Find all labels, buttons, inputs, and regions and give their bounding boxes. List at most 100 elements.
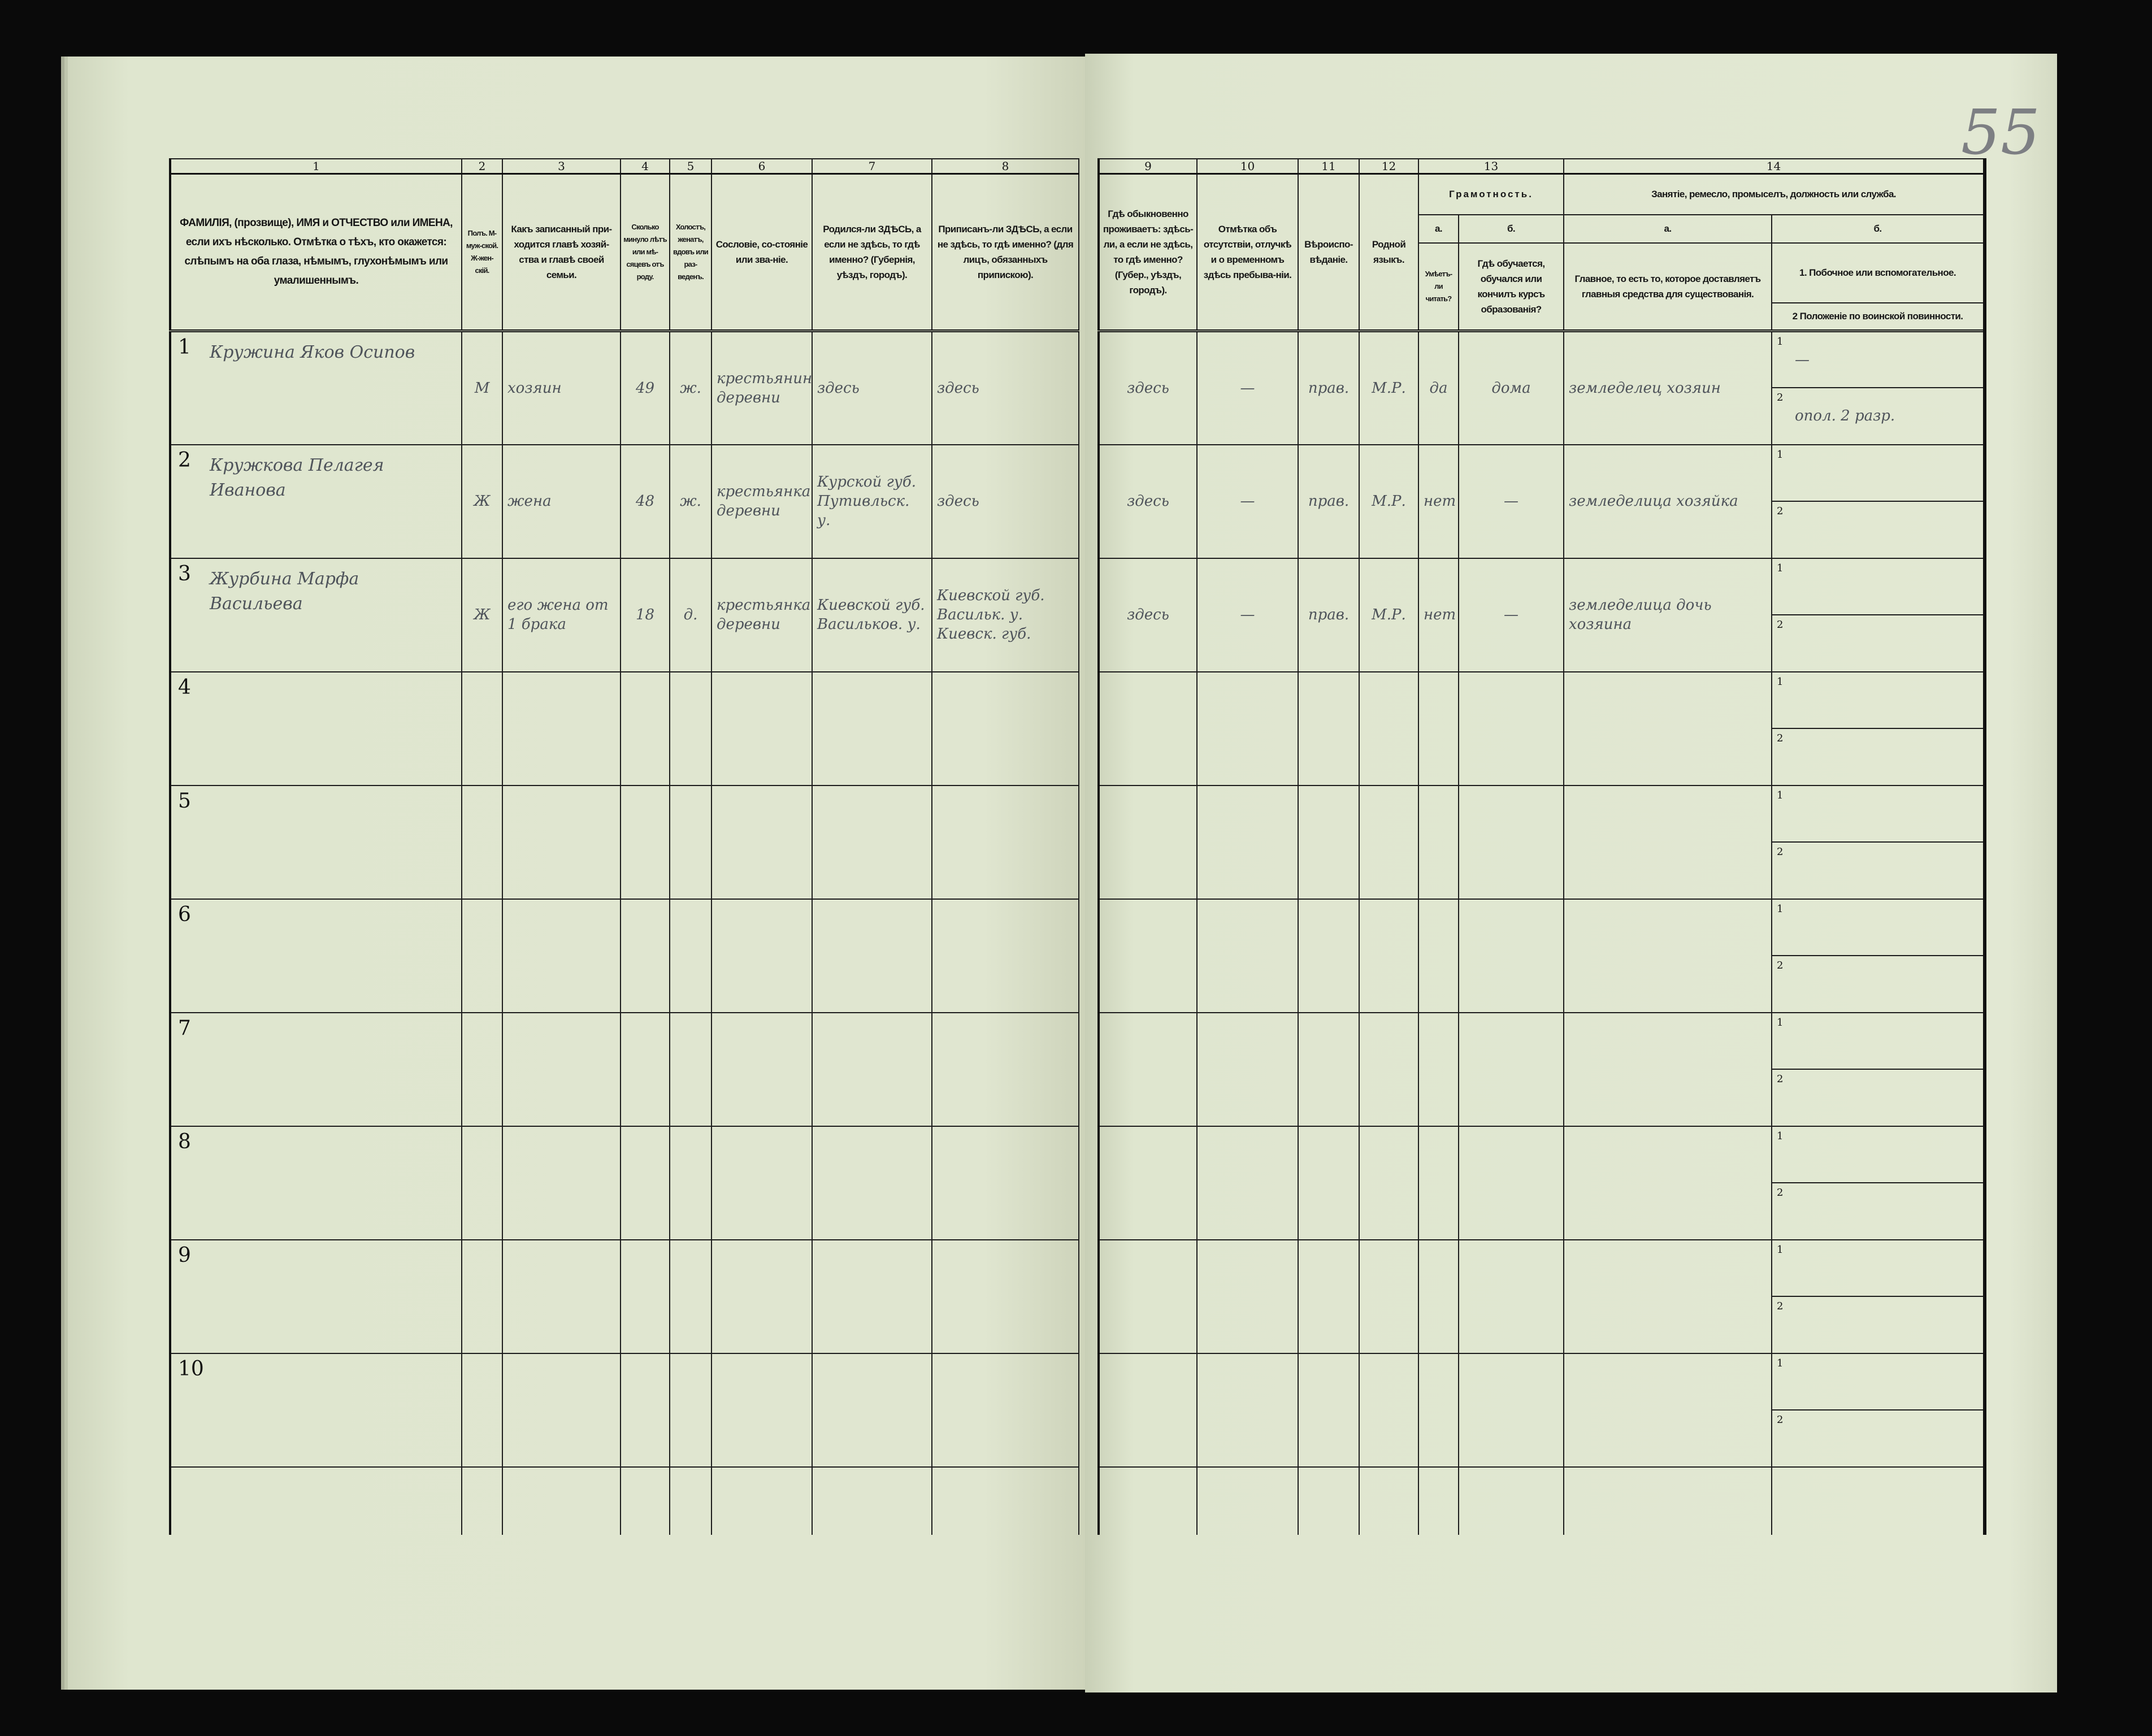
empty-cell <box>1298 1466 1360 1535</box>
sex-cell-value: М <box>474 379 490 397</box>
birthplace-cell: Курской губ. Путивльск. у. <box>812 444 932 559</box>
relation-cell: жена <box>502 444 621 559</box>
estate-cell <box>711 898 813 1013</box>
birthplace-cell-value: здесь <box>817 379 860 397</box>
header-military-status: 2 Положеніе по воинской повинности. <box>1771 302 1986 332</box>
marital-cell: д. <box>669 557 712 672</box>
sheet-number: 55 <box>1961 96 2040 168</box>
row-number: 5 <box>178 789 191 813</box>
header-literacy-b-label: б. <box>1457 214 1565 244</box>
estate-cell-value: крестьянин деревни <box>717 370 812 406</box>
column-number-row: 1 2 3 4 5 6 7 8 <box>170 158 1079 175</box>
sub-row-label: 2 <box>1777 1187 1784 1199</box>
row-number: 7 <box>178 1016 191 1040</box>
empty-cell <box>931 1466 1079 1535</box>
residence-cell <box>1098 1012 1198 1127</box>
can-read-cell <box>1418 1012 1459 1127</box>
person-row-sub: 2 <box>1099 614 1986 672</box>
column-number: 4 <box>620 158 670 175</box>
absence-cell <box>1196 1239 1299 1354</box>
birthplace-cell: Киевской губ. Васильков. у. <box>812 557 932 672</box>
side-occupation-cell: 1 <box>1771 671 1986 729</box>
relation-cell-value: хозяин <box>507 379 562 397</box>
estate-cell-value: крестьянка деревни <box>717 483 811 519</box>
main-occupation-cell-value: земледелица дочь хозяина <box>1569 597 1712 633</box>
column-number: 5 <box>669 158 712 175</box>
person-name: Кружина Яков Осипов <box>210 342 415 362</box>
person-row: здесь — прав. М.Р. нет — земледелица дочь хозя… <box>1098 557 1986 672</box>
main-occupation-cell-value: земледелец хозяин <box>1569 379 1721 397</box>
sub-row-label: 2 <box>1777 960 1784 971</box>
residence-cell <box>1098 1239 1198 1354</box>
age-cell <box>620 671 670 786</box>
side-occupation-cell: 1 <box>1771 1012 1986 1070</box>
person-row-sub: 2 <box>1099 1409 1986 1468</box>
header-occupation-a-label: а. <box>1563 214 1773 244</box>
marital-cell: ж. <box>669 330 712 445</box>
sub-row-label: 2 <box>1777 505 1784 517</box>
relation-cell <box>502 1125 621 1240</box>
main-occupation-cell: земледелец хозяин <box>1563 330 1773 445</box>
sex-cell: Ж <box>461 444 503 559</box>
language-cell <box>1359 1125 1419 1240</box>
person-row-sub: 2 <box>1099 1069 1986 1127</box>
birthplace-cell <box>812 1352 932 1468</box>
sub-row-label: 1 <box>1777 1357 1784 1369</box>
person-row: 1 <box>1098 671 1986 786</box>
side-occupation-cell: 1 <box>1771 557 1986 615</box>
empty-cell <box>1359 1466 1419 1535</box>
registration-cell-value: Киевской губ. Васильк. у. Киевск. губ. <box>937 587 1045 643</box>
side-occupation-cell: 1 <box>1771 784 1986 843</box>
header-relation: Какъ записанный при-ходится главѣ хозяй-… <box>502 173 621 332</box>
birthplace-cell-value: Курской губ. Путивльск. у. <box>817 474 916 529</box>
estate-cell: крестьянин деревни <box>711 330 813 445</box>
residence-cell: здесь <box>1098 330 1198 445</box>
person-row: 1 <box>1098 784 1986 900</box>
header-occupation-b-label: б. <box>1771 214 1986 244</box>
absence-cell <box>1196 784 1299 900</box>
table-tail <box>170 1466 1079 1535</box>
can-read-cell-value: да <box>1429 379 1448 397</box>
birthplace-cell-value: Киевской губ. Васильков. у. <box>817 597 925 633</box>
marital-cell <box>669 1012 712 1127</box>
absence-cell <box>1196 1012 1299 1127</box>
person-row: 8 <box>170 1125 1079 1240</box>
person-row-sub: 2 <box>1099 728 1986 786</box>
marital-cell-value: д. <box>683 606 698 623</box>
registration-cell: здесь <box>931 330 1079 445</box>
sub-row-label: 2 <box>1777 846 1784 858</box>
language-cell-value: М.Р. <box>1372 493 1406 510</box>
side-occupation-cell: 1— <box>1771 330 1986 388</box>
estate-cell <box>711 1352 813 1468</box>
header-religion: Вѣроиспо-вѣданіе. <box>1298 173 1360 332</box>
sub-row-label: 1 <box>1777 562 1784 574</box>
military-status-cell: 2 <box>1771 955 1986 1013</box>
residence-cell <box>1098 898 1198 1013</box>
column-number: 1 <box>170 158 462 175</box>
empty-cell <box>669 1466 712 1535</box>
header-name: ФАМИЛІЯ, (прозвище), ИМЯ и ОТЧЕСТВО или … <box>170 173 462 332</box>
main-occupation-cell <box>1563 784 1773 900</box>
name-cell: 1 Кружина Яков Осипов <box>170 330 462 445</box>
sub-row-label: 2 <box>1777 392 1784 403</box>
sub-row-label: 2 <box>1777 619 1784 631</box>
person-row: 1 <box>1098 1352 1986 1468</box>
language-cell <box>1359 671 1419 786</box>
header-occupation: Занятіе, ремесло, промыселъ, должность и… <box>1563 173 1986 215</box>
sub-row-label: 1 <box>1777 1016 1784 1028</box>
relation-cell <box>502 671 621 786</box>
registration-cell <box>931 784 1079 900</box>
birthplace-cell <box>812 1012 932 1127</box>
birthplace-cell <box>812 671 932 786</box>
birthplace-cell <box>812 898 932 1013</box>
religion-cell <box>1298 671 1360 786</box>
name-cell: 7 <box>170 1012 462 1127</box>
column-number: 9 <box>1098 158 1198 175</box>
relation-cell <box>502 784 621 900</box>
row-number: 10 <box>178 1357 204 1381</box>
education-cell-value: — <box>1504 493 1518 510</box>
person-name: Кружкова Пелагея Иванова <box>210 455 384 500</box>
religion-cell <box>1298 898 1360 1013</box>
